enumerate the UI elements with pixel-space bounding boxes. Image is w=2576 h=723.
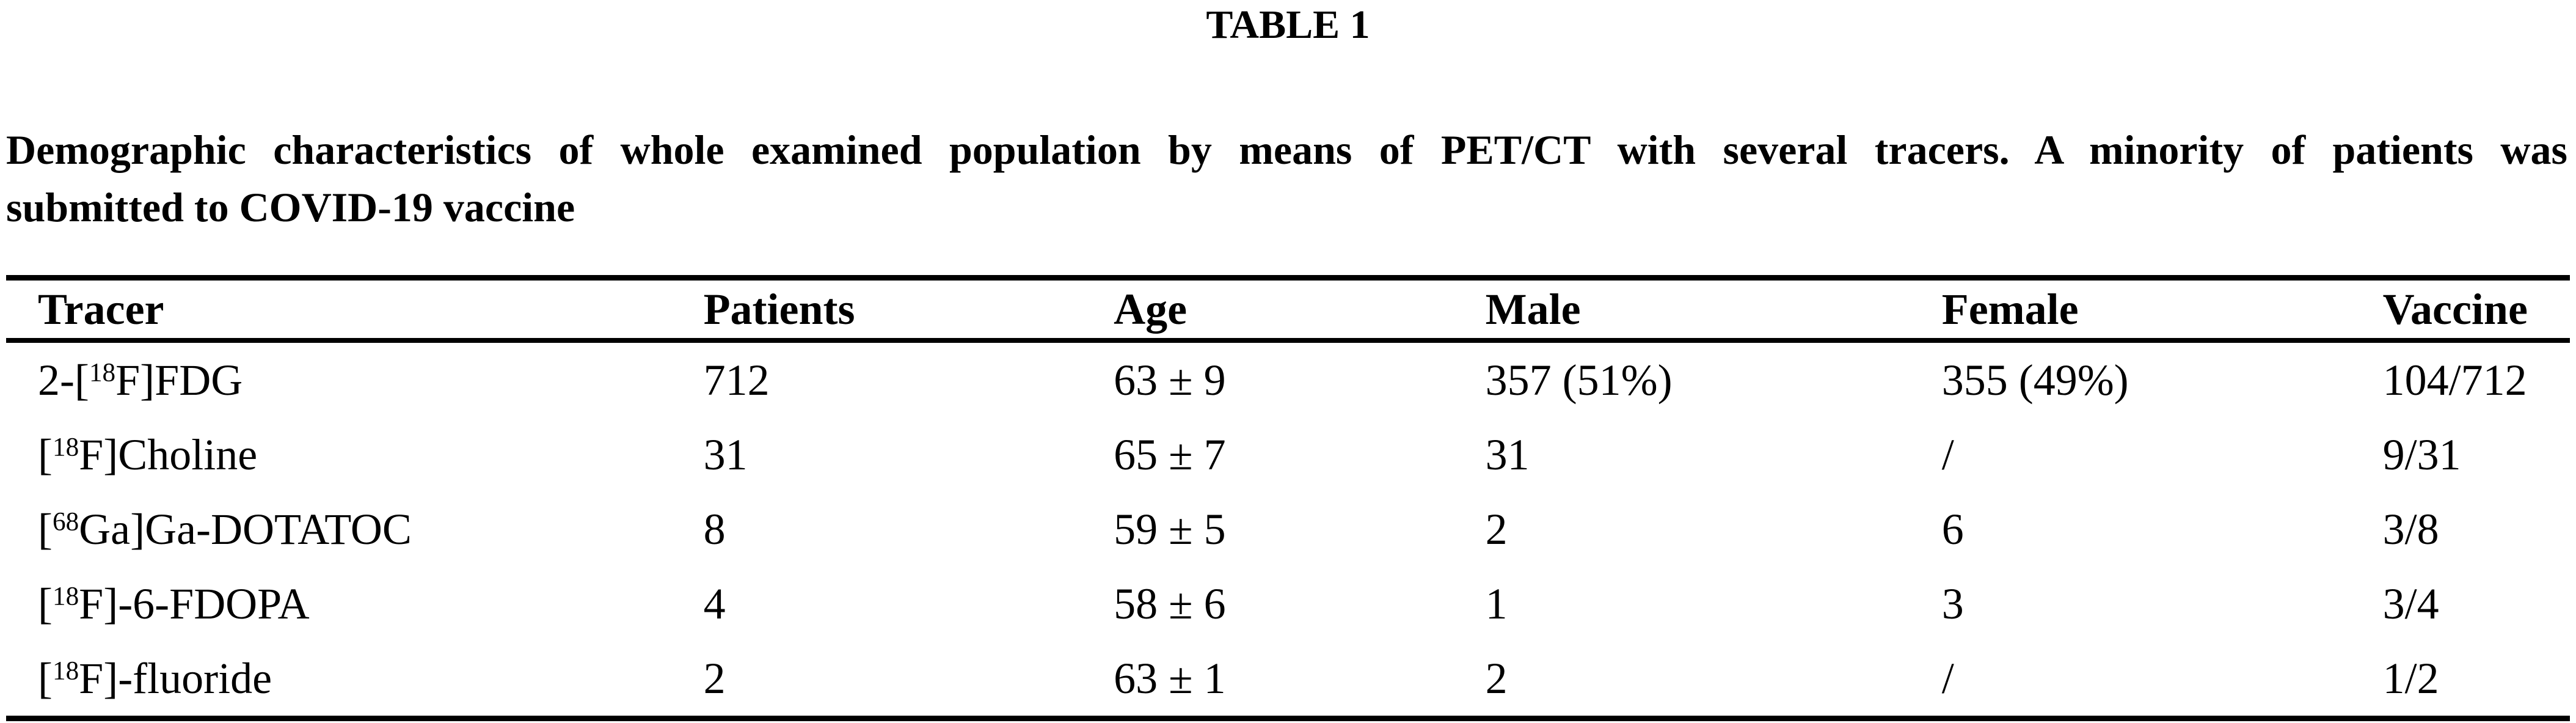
- isotope-superscript: 18: [89, 358, 116, 387]
- tracer-prefix: 2-[: [38, 355, 89, 405]
- table-row: [18F]-fluoride 2 63 ± 1 2 / 1/2: [6, 641, 2570, 719]
- vaccine-cell: 3/4: [2382, 579, 2439, 628]
- demographics-table: Tracer Patients Age Male Female Vaccine …: [6, 275, 2570, 721]
- vaccine-cell: 3/8: [2382, 504, 2439, 554]
- isotope-superscript: 18: [52, 433, 79, 462]
- column-header-patients: Patients: [703, 277, 1114, 343]
- isotope-superscript: 68: [52, 507, 79, 537]
- table-header-row: Tracer Patients Age Male Female Vaccine: [6, 277, 2570, 343]
- table-caption-line-1: Demographic characteristics of whole exa…: [6, 127, 2567, 173]
- table-row: [18F]Choline 31 65 ± 7 31 / 9/31: [6, 417, 2570, 492]
- table-body: 2-[18F]FDG 712 63 ± 9 357 (51%) 355 (49%…: [6, 340, 2570, 719]
- male-cell: 2: [1485, 653, 1508, 703]
- column-header-male: Male: [1485, 277, 1942, 343]
- column-header-female: Female: [1941, 277, 2383, 343]
- age-cell: 58 ± 6: [1114, 579, 1226, 628]
- tracer-prefix: [: [38, 653, 53, 703]
- table-row: [68Ga]Ga-DOTATOC 8 59 ± 5 2 6 3/8: [6, 492, 2570, 567]
- vaccine-cell: 1/2: [2382, 653, 2439, 703]
- female-cell: 6: [1941, 504, 1964, 554]
- tracer-prefix: [: [38, 430, 53, 479]
- male-cell: 31: [1485, 430, 1530, 479]
- tracer-cell: [68Ga]Ga-DOTATOC: [6, 492, 704, 567]
- age-cell: 59 ± 5: [1114, 504, 1226, 554]
- tracer-prefix: [: [38, 579, 53, 628]
- tracer-cell: [18F]-6-FDOPA: [6, 567, 704, 641]
- tracer-suffix: F]FDG: [115, 355, 243, 405]
- column-header-tracer: Tracer: [6, 277, 704, 343]
- tracer-cell: 2-[18F]FDG: [6, 340, 704, 417]
- isotope-superscript: 18: [52, 656, 79, 686]
- male-cell: 1: [1485, 579, 1508, 628]
- male-cell: 357 (51%): [1485, 355, 1673, 405]
- patients-cell: 712: [703, 355, 770, 405]
- tracer-cell: [18F]Choline: [6, 417, 704, 492]
- female-cell: 355 (49%): [1941, 355, 2129, 405]
- female-cell: /: [1941, 653, 1954, 703]
- patients-cell: 4: [703, 579, 726, 628]
- age-cell: 63 ± 9: [1114, 355, 1226, 405]
- patients-cell: 31: [703, 430, 748, 479]
- vaccine-cell: 9/31: [2382, 430, 2461, 479]
- age-cell: 65 ± 7: [1114, 430, 1226, 479]
- patients-cell: 2: [703, 653, 726, 703]
- patients-cell: 8: [703, 504, 726, 554]
- age-cell: 63 ± 1: [1114, 653, 1226, 703]
- column-header-age: Age: [1114, 277, 1486, 343]
- table-label: TABLE 1: [1206, 2, 1370, 47]
- female-cell: /: [1941, 430, 1954, 479]
- isotope-superscript: 18: [52, 582, 79, 611]
- tracer-suffix: Ga]Ga-DOTATOC: [79, 504, 412, 554]
- tracer-prefix: [: [38, 504, 53, 554]
- female-cell: 3: [1941, 579, 1964, 628]
- table-caption: Demographic characteristics of whole exa…: [6, 121, 2567, 236]
- tracer-suffix: F]-fluoride: [79, 653, 272, 703]
- table-row: 2-[18F]FDG 712 63 ± 9 357 (51%) 355 (49%…: [6, 340, 2570, 417]
- tracer-suffix: F]-6-FDOPA: [79, 579, 310, 628]
- vaccine-cell: 104/712: [2382, 355, 2527, 405]
- column-header-vaccine: Vaccine: [2382, 277, 2570, 343]
- table-caption-line-2: submitted to COVID-19 vaccine: [6, 184, 575, 230]
- table-row: [18F]-6-FDOPA 4 58 ± 6 1 3 3/4: [6, 567, 2570, 641]
- tracer-cell: [18F]-fluoride: [6, 641, 704, 719]
- tracer-suffix: F]Choline: [79, 430, 258, 479]
- male-cell: 2: [1485, 504, 1508, 554]
